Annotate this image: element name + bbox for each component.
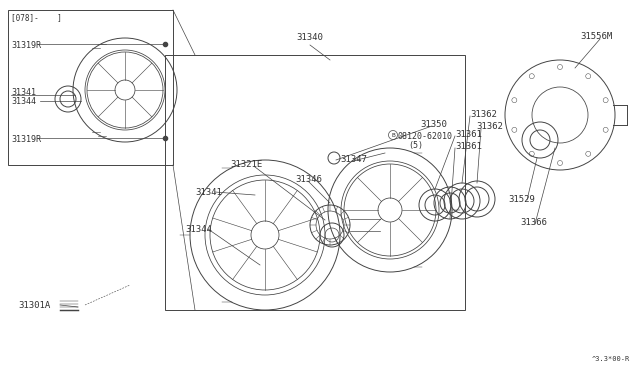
Text: 31344: 31344 [11, 97, 36, 106]
Text: 31350: 31350 [420, 120, 447, 129]
Text: 31341: 31341 [195, 188, 222, 197]
Text: [078]-    ]: [078]- ] [11, 13, 62, 22]
Text: 08120-62010: 08120-62010 [398, 132, 453, 141]
Text: 31319R: 31319R [11, 135, 41, 144]
Text: 31529: 31529 [508, 195, 535, 204]
Text: 31340: 31340 [296, 33, 323, 42]
Text: 31362: 31362 [470, 110, 497, 119]
Text: 31362: 31362 [476, 122, 503, 131]
Text: 31319R: 31319R [11, 41, 41, 50]
Text: 31556M: 31556M [580, 32, 612, 41]
Text: 31344: 31344 [185, 225, 212, 234]
Bar [165, 55, 465, 310]
Text: 31366: 31366 [520, 218, 547, 227]
Bar [8, 10, 173, 165]
Text: 31361: 31361 [455, 130, 482, 139]
Text: 31361: 31361 [455, 142, 482, 151]
Text: 31301A: 31301A [18, 301, 51, 310]
Text: B: B [391, 132, 395, 138]
Text: (5): (5) [408, 141, 423, 150]
Text: 31341: 31341 [11, 88, 36, 97]
Text: ^3.3*00-R: ^3.3*00-R [592, 356, 630, 362]
Text: 31346: 31346 [295, 175, 322, 184]
Text: 31321E: 31321E [230, 160, 262, 169]
Text: 31347: 31347 [340, 155, 367, 164]
